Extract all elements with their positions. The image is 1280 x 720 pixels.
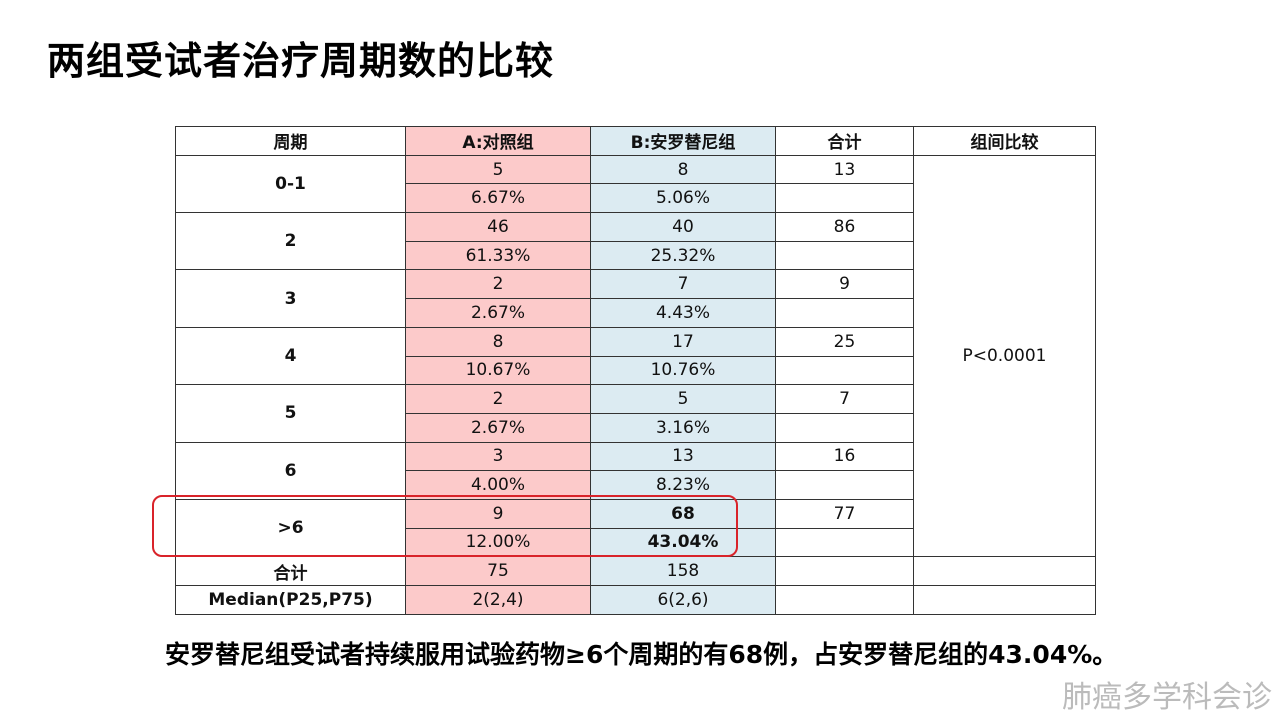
group-a-percent: 2.67%: [405, 298, 591, 328]
empty-cell: [913, 556, 1096, 586]
group-b-percent: 25.32%: [590, 240, 776, 271]
group-b-count: 40: [590, 212, 776, 242]
group-a-count: 3: [405, 441, 591, 472]
header-group-a: A:对照组: [405, 126, 591, 156]
group-b-count: 7: [590, 269, 776, 300]
group-a-percent: 10.67%: [405, 355, 591, 386]
group-a-count: 8: [405, 326, 591, 357]
table-row: 4.00% 8.23%: [176, 470, 1096, 500]
group-b-count: 68: [590, 498, 776, 529]
table-row: 4 8 17 25: [175, 326, 1096, 386]
group-a-percent: 2.67%: [405, 412, 591, 443]
header-group-b: B:安罗替尼组: [590, 126, 776, 156]
table-row: 12.00% 43.04%: [176, 527, 1096, 558]
table-row: 2.67% 3.16%: [176, 412, 1096, 443]
header-cycle: 周期: [175, 126, 406, 156]
total-b: 158: [590, 556, 776, 586]
watermark: 肺癌多学科会诊: [1062, 680, 1272, 715]
table-row: 0-1 5 8 13 P<0.0001: [175, 154, 1096, 558]
empty-cell: [775, 527, 914, 558]
cycle-label: >6: [175, 498, 406, 558]
group-b-percent: 10.76%: [590, 355, 776, 386]
group-b-percent: 4.43%: [590, 298, 776, 328]
header-total: 合计: [775, 126, 914, 156]
cycle-label: 6: [175, 441, 406, 500]
empty-cell: [775, 240, 914, 271]
group-b-count: 13: [590, 441, 776, 472]
group-b-count: 5: [590, 384, 776, 414]
table-row: 61.33% 25.32%: [176, 240, 1096, 271]
total-count: 86: [775, 212, 914, 242]
group-a-percent: 61.33%: [405, 240, 591, 271]
cycle-label: 3: [175, 269, 406, 328]
table-row: 6.67% 5.06%: [176, 183, 1096, 214]
group-a-count: 46: [405, 212, 591, 242]
group-b-count: 8: [590, 154, 776, 185]
table-row: 6 3 13 16: [175, 441, 1096, 500]
cycle-label: 0-1: [175, 154, 406, 214]
empty-cell: [775, 470, 914, 500]
total-a: 75: [405, 556, 591, 586]
group-b-percent: 5.06%: [590, 183, 776, 214]
total-row: 合计 75 158: [175, 556, 1096, 586]
group-b-count: 17: [590, 326, 776, 357]
highlight-box: [152, 495, 738, 557]
group-a-count: 5: [405, 154, 591, 185]
table-row: >6 9 68 77: [175, 498, 1096, 558]
group-b-percent: 3.16%: [590, 412, 776, 443]
slide-title: 两组受试者治疗周期数的比较: [47, 39, 555, 83]
total-label: 合计: [175, 556, 406, 586]
table-row: 2.67% 4.43%: [176, 298, 1096, 328]
group-a-count: 9: [405, 498, 591, 529]
group-b-percent: 8.23%: [590, 470, 776, 500]
p-value: P<0.0001: [913, 154, 1096, 558]
empty-cell: [775, 585, 914, 615]
total-count: 9: [775, 269, 914, 300]
table-row: 2 46 40 86: [175, 212, 1096, 271]
cycle-label: 4: [175, 326, 406, 386]
cycle-label: 2: [175, 212, 406, 271]
total-count: 7: [775, 384, 914, 414]
cycle-comparison-table: 周期 A:对照组 B:安罗替尼组 合计 组间比较 0-1 5 8 13 P<0.0…: [175, 126, 1096, 615]
group-a-percent: 12.00%: [405, 527, 591, 558]
cycle-label: 5: [175, 384, 406, 443]
group-a-percent: 6.67%: [405, 183, 591, 214]
conclusion-note: 安罗替尼组受试者持续服用试验药物≥6个周期的有68例，占安罗替尼组的43.04%…: [165, 640, 1118, 669]
empty-cell: [775, 355, 914, 386]
header-row: 周期 A:对照组 B:安罗替尼组 合计 组间比较: [175, 126, 1096, 156]
median-b: 6(2,6): [590, 585, 776, 615]
median-a: 2(2,4): [405, 585, 591, 615]
empty-cell: [775, 412, 914, 443]
group-a-percent: 4.00%: [405, 470, 591, 500]
total-count: 13: [775, 154, 914, 185]
empty-cell: [775, 183, 914, 214]
total-count: 77: [775, 498, 914, 529]
table-row: 10.67% 10.76%: [176, 355, 1096, 386]
empty-cell: [913, 585, 1096, 615]
group-a-count: 2: [405, 269, 591, 300]
empty-cell: [775, 556, 914, 586]
header-comparison: 组间比较: [913, 126, 1096, 156]
empty-cell: [775, 298, 914, 328]
group-b-percent: 43.04%: [590, 527, 776, 558]
group-a-count: 2: [405, 384, 591, 414]
total-count: 16: [775, 441, 914, 472]
median-row: Median(P25,P75) 2(2,4) 6(2,6): [175, 585, 1096, 615]
median-label: Median(P25,P75): [175, 585, 406, 615]
total-count: 25: [775, 326, 914, 357]
